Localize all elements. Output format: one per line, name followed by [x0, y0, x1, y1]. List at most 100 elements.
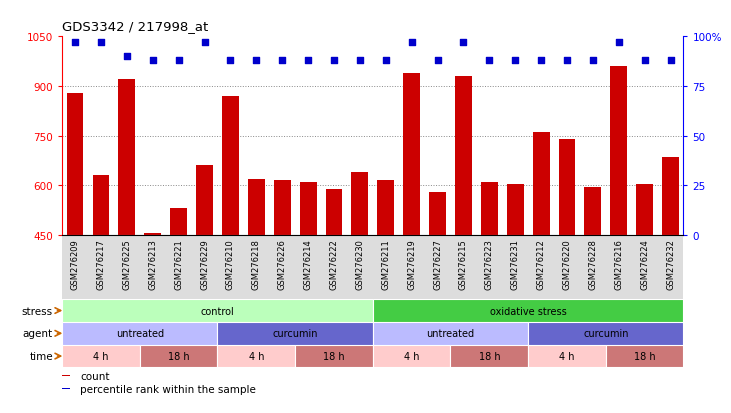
- Bar: [377, 181, 394, 235]
- Bar: [533, 133, 550, 235]
- Text: percentile rank within the sample: percentile rank within the sample: [80, 384, 257, 394]
- Text: GSM276227: GSM276227: [433, 239, 442, 290]
- Text: GSM276232: GSM276232: [666, 239, 675, 290]
- Bar: [558, 140, 575, 235]
- Point: [639, 58, 651, 64]
- Point: [406, 40, 417, 46]
- Bar: [140, 345, 218, 368]
- Point: [664, 58, 676, 64]
- Text: 4 h: 4 h: [249, 351, 264, 361]
- Bar: [636, 184, 653, 235]
- Bar: [455, 77, 471, 235]
- Text: stress: stress: [22, 306, 53, 316]
- Point: [510, 58, 521, 64]
- Bar: [373, 322, 528, 345]
- Point: [535, 58, 547, 64]
- Text: 18 h: 18 h: [168, 351, 189, 361]
- Point: [199, 40, 211, 46]
- Text: GSM276214: GSM276214: [303, 239, 313, 289]
- Bar: [62, 345, 140, 368]
- Bar: [429, 192, 446, 235]
- Bar: [325, 189, 342, 235]
- Text: 18 h: 18 h: [479, 351, 500, 361]
- Point: [276, 58, 288, 64]
- Bar: [295, 345, 373, 368]
- Point: [95, 40, 107, 46]
- Text: GSM276231: GSM276231: [511, 239, 520, 290]
- Bar: [404, 74, 420, 235]
- Text: agent: agent: [23, 328, 53, 339]
- Point: [69, 40, 81, 46]
- Bar: [218, 345, 295, 368]
- Bar: [62, 322, 218, 345]
- Text: GSM276230: GSM276230: [355, 239, 364, 290]
- Text: curcumin: curcumin: [273, 328, 318, 339]
- Text: GSM276228: GSM276228: [588, 239, 597, 290]
- Bar: [62, 388, 70, 389]
- Bar: [585, 188, 602, 235]
- Text: GSM276212: GSM276212: [537, 239, 545, 289]
- Text: GSM276210: GSM276210: [226, 239, 235, 289]
- Bar: [218, 322, 373, 345]
- Text: untreated: untreated: [115, 328, 164, 339]
- Bar: [196, 166, 213, 235]
- Point: [121, 54, 133, 60]
- Point: [432, 58, 444, 64]
- Text: GSM276211: GSM276211: [382, 239, 390, 289]
- Text: GSM276215: GSM276215: [459, 239, 468, 289]
- Text: GSM276220: GSM276220: [562, 239, 572, 289]
- Bar: [62, 375, 70, 376]
- Text: GSM276219: GSM276219: [407, 239, 416, 289]
- Text: GSM276209: GSM276209: [71, 239, 80, 289]
- Text: GSM276223: GSM276223: [485, 239, 494, 290]
- Point: [613, 40, 624, 46]
- Bar: [144, 234, 161, 235]
- Text: count: count: [80, 371, 110, 381]
- Point: [380, 58, 392, 64]
- Bar: [373, 345, 450, 368]
- Point: [302, 58, 314, 64]
- Text: 4 h: 4 h: [559, 351, 575, 361]
- Bar: [300, 183, 317, 235]
- Text: GSM276224: GSM276224: [640, 239, 649, 289]
- Text: GSM276216: GSM276216: [614, 239, 624, 290]
- Bar: [610, 67, 627, 235]
- Point: [587, 58, 599, 64]
- Bar: [222, 97, 239, 235]
- Point: [147, 58, 159, 64]
- Text: oxidative stress: oxidative stress: [490, 306, 567, 316]
- Bar: [528, 322, 683, 345]
- Bar: [170, 209, 187, 235]
- Text: 4 h: 4 h: [404, 351, 420, 361]
- Text: GSM276226: GSM276226: [278, 239, 287, 290]
- Point: [458, 40, 469, 46]
- Text: 18 h: 18 h: [323, 351, 345, 361]
- Point: [483, 58, 495, 64]
- Text: GDS3342 / 217998_at: GDS3342 / 217998_at: [62, 20, 208, 33]
- Bar: [662, 158, 679, 235]
- Text: GSM276217: GSM276217: [96, 239, 105, 290]
- Point: [224, 58, 236, 64]
- Bar: [507, 184, 523, 235]
- Text: 4 h: 4 h: [94, 351, 109, 361]
- Text: GSM276222: GSM276222: [330, 239, 338, 289]
- Bar: [248, 179, 265, 235]
- Text: control: control: [200, 306, 235, 316]
- Point: [251, 58, 262, 64]
- Bar: [606, 345, 683, 368]
- Point: [561, 58, 573, 64]
- Text: time: time: [29, 351, 53, 361]
- Text: 18 h: 18 h: [634, 351, 656, 361]
- Point: [328, 58, 340, 64]
- Bar: [118, 80, 135, 235]
- Point: [354, 58, 366, 64]
- Text: curcumin: curcumin: [583, 328, 629, 339]
- Text: GSM276225: GSM276225: [122, 239, 132, 289]
- Bar: [67, 93, 83, 235]
- Text: GSM276218: GSM276218: [251, 239, 261, 290]
- Text: GSM276221: GSM276221: [174, 239, 183, 289]
- Bar: [373, 299, 683, 322]
- Point: [173, 58, 184, 64]
- Text: GSM276229: GSM276229: [200, 239, 209, 289]
- Bar: [528, 345, 606, 368]
